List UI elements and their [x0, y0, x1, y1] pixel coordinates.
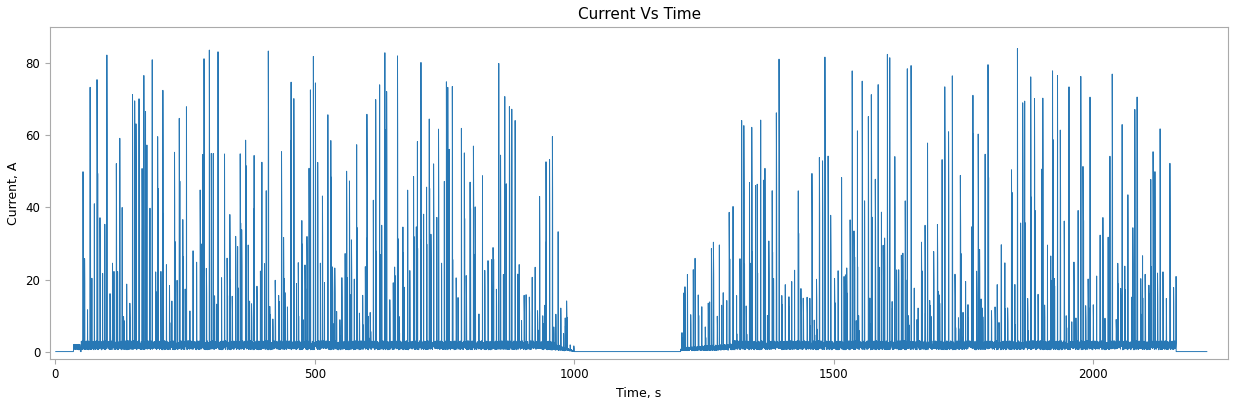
- X-axis label: Time, s: Time, s: [616, 387, 662, 400]
- Title: Current Vs Time: Current Vs Time: [578, 7, 700, 22]
- Y-axis label: Current, A: Current, A: [7, 161, 20, 225]
